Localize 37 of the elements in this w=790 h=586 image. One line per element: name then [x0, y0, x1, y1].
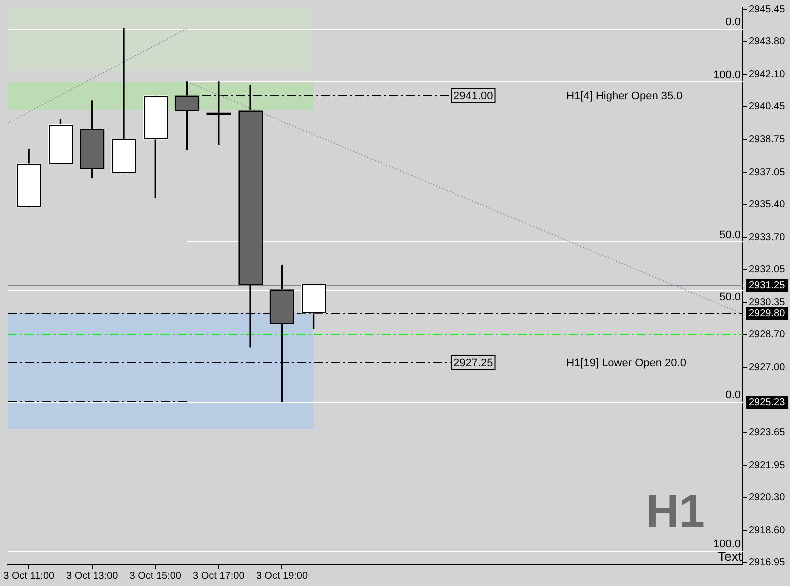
x-tick-label: 3 Oct 11:00 [4, 570, 55, 582]
y-tick-label: 2935.40 [749, 199, 786, 210]
y-tick-label: 2921.95 [749, 460, 786, 472]
y-tick-label: 2933.70 [749, 232, 786, 244]
annotation: H1[4] Higher Open 35.0 [566, 90, 683, 103]
annotation: 0.0 [726, 16, 741, 28]
y-tick-label: 2945.45 [749, 4, 786, 16]
annotation: 100.0 [713, 69, 741, 82]
annotation: 100.0 [713, 538, 741, 551]
text: H1 [646, 485, 705, 537]
annotation: Text [718, 549, 742, 564]
x-tick-label: 3 Oct 19:00 [256, 570, 308, 582]
y-tick-label: 2937.05 [749, 167, 786, 178]
y-tick-label: 2918.60 [749, 525, 786, 536]
y-tick-label: 2928.70 [749, 329, 786, 340]
y-tick-label: 2942.10 [749, 69, 786, 80]
ref-line-label: 2931.25 [749, 280, 786, 292]
y-tick-label: 2932.05 [749, 264, 786, 276]
y-tick-label: 2938.75 [749, 134, 786, 146]
annotation: 50.0 [720, 229, 741, 242]
y-tick-label: 2930.35 [749, 297, 786, 308]
y-tick-label: 2920.30 [749, 492, 786, 504]
annotation: 0.0 [726, 390, 741, 402]
ref-line-label: 2929.80 [749, 308, 786, 320]
y-tick-label: 2940.45 [749, 101, 786, 112]
series-label: 2927.25 [454, 358, 494, 370]
x-tick-label: 3 Oct 17:00 [193, 570, 246, 582]
y-tick-label: 2927.00 [749, 362, 786, 374]
x-tick-label: 3 Oct 15:00 [130, 570, 182, 582]
annotation: H1[19] Lower Open 20.0 [566, 358, 686, 370]
ref-line-label: 2925.23 [749, 397, 786, 408]
y-tick-label: 2916.95 [749, 557, 786, 568]
series-label: 2941.00 [454, 90, 494, 103]
y-tick-label: 2923.65 [749, 427, 786, 438]
annotation: 50.0 [720, 292, 741, 304]
y-tick-label: 2943.80 [749, 36, 786, 48]
x-tick-label: 3 Oct 13:00 [66, 570, 119, 582]
